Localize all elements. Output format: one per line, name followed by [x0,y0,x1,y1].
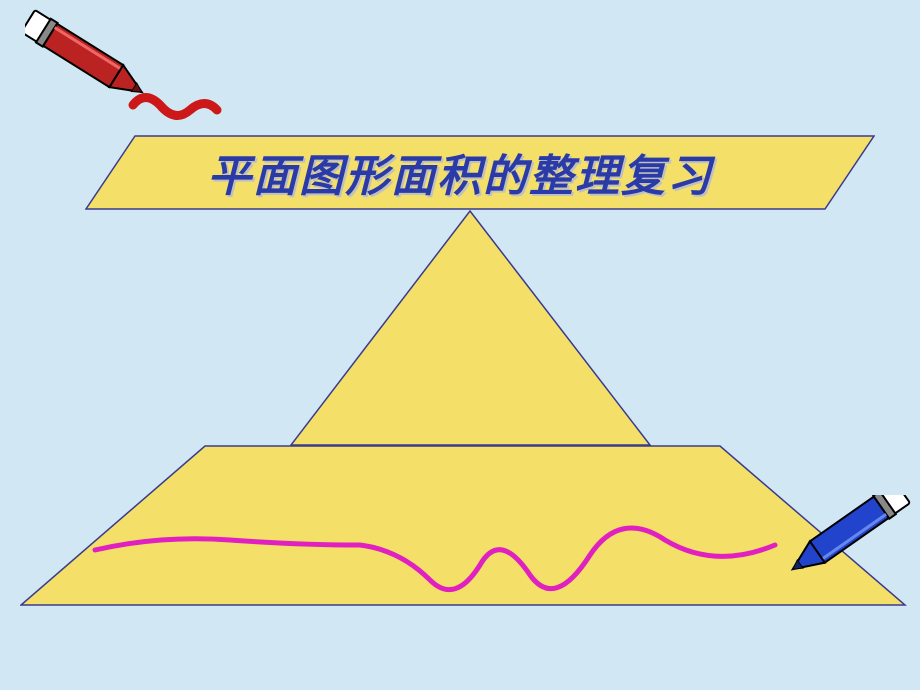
triangle-shape [290,210,652,452]
slide-canvas: 平面图形面积的整理复习 [0,0,920,690]
red-crayon-decoration [25,5,225,150]
magenta-wave-line [80,490,800,635]
blue-crayon-decoration [755,495,920,630]
slide-title: 平面图形面积的整理复习 [207,140,713,204]
